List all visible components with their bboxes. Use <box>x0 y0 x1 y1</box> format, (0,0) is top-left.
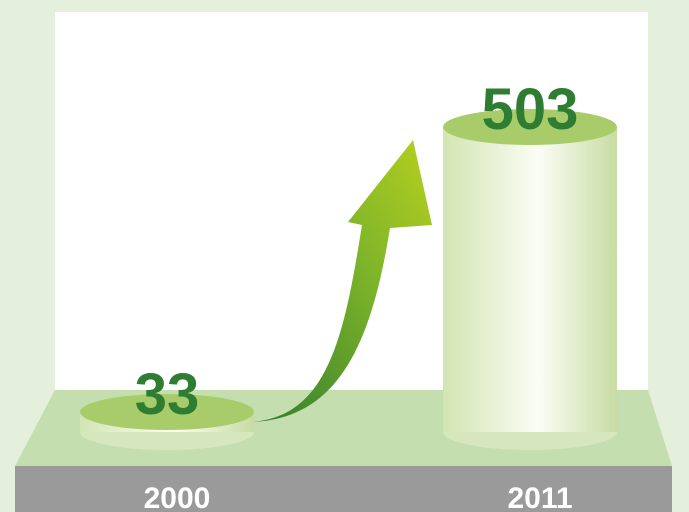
chart: 33 2000 503 2011 <box>0 0 689 512</box>
value-label: 503 <box>482 77 579 142</box>
value-label: 33 <box>135 362 200 427</box>
x-tick-label: 2011 <box>507 482 572 512</box>
label-band <box>15 466 672 512</box>
x-tick-label: 2000 <box>144 482 211 512</box>
bar <box>443 127 617 432</box>
